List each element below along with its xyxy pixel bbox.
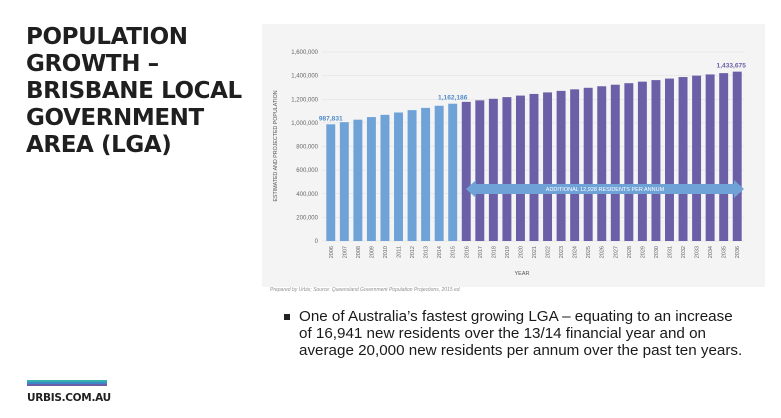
bar-2015 [448,103,458,241]
x-tick-label: 2034 [708,246,714,258]
y-tick-label: 0 [315,239,319,245]
brand-stripes-logo [27,380,107,388]
bar-2033 [692,75,702,241]
value-label: 987,831 [319,115,343,122]
label-layer: 987,831 1,162,186 1,433,675 [319,63,746,123]
bar-2034 [705,74,715,241]
bar-2036 [732,71,742,241]
x-tick-label: 2007 [342,246,348,258]
population-chart: 0 200,000 400,000 600,000 800,000 1,000,000 1,… [262,24,765,287]
x-tick-label: 2006 [329,246,335,258]
x-tick-label: 2016 [464,246,470,258]
brand-stripe-1 [27,380,107,382]
bar-2010 [380,114,390,241]
brand-stripe-2 [27,382,107,384]
y-tick-label: 1,600,000 [291,50,318,56]
x-tick-label: 2014 [437,246,443,258]
x-tick-label: 2035 [722,246,728,258]
annotation-arrow-right-head [734,180,744,198]
x-tick-label: 2029 [640,246,646,258]
x-tick-label: 2020 [518,246,524,258]
y-tick-label: 400,000 [296,192,318,198]
bullet-square-icon [284,314,290,320]
annotation-arrow-shaft [474,184,736,194]
bar-2016 [461,101,471,241]
x-tick-label: 2010 [383,246,389,258]
bar-2013 [421,107,431,241]
x-tick-label: 2011 [397,246,403,258]
bar-2019 [502,97,512,241]
slide-title: POPULATION GROWTH – BRISBANE LOCAL GOVER… [26,24,242,158]
x-tick-label: 2013 [424,246,430,258]
bar-2031 [665,78,674,241]
bar-2014 [434,105,444,241]
x-tick-label: 2012 [410,246,416,258]
bar-2030 [651,80,661,241]
bar-2012 [407,110,417,242]
source-footnote: Prepared by Urbis; Source: Queensland Go… [270,287,461,293]
x-axis-title: YEAR [515,271,530,277]
x-tick-label: 2023 [559,246,565,258]
annotation-layer: ADDITIONAL 12,928 RESIDENTS PER ANNUM [466,180,744,198]
annotation-arrow-left-head [466,180,476,198]
bar-2022 [543,92,553,242]
x-tick-label: 2019 [505,246,511,258]
brand-url[interactable]: URBIS.COM.AU [27,392,111,404]
x-tick-label: 2008 [356,246,362,258]
bar-2026 [597,86,607,241]
x-tick-label: 2009 [369,246,375,258]
x-tick-label: 2017 [478,246,484,258]
x-tick-label: 2024 [573,246,579,258]
x-tick-label: 2015 [451,246,457,258]
bar-2025 [583,87,593,241]
bar-layer: 2006 2007 2008 2009 2010 2011 2012 2013 2014 2015… [326,71,742,258]
bar-2009 [366,117,376,241]
bar-2006 [326,124,336,241]
y-tick-label: 1,400,000 [291,74,318,80]
bar-2028 [624,83,634,241]
x-tick-label: 2026 [600,246,606,258]
bar-2017 [475,100,485,241]
x-tick-label: 2021 [532,246,538,258]
x-tick-label: 2036 [735,246,741,258]
bar-2007 [339,122,349,241]
brand-stripe-3 [27,384,107,386]
y-tick-label: 800,000 [296,145,318,151]
x-tick-label: 2028 [627,246,633,258]
annotation-text: ADDITIONAL 12,928 RESIDENTS PER ANNUM [546,187,665,193]
x-tick-label: 2018 [491,246,497,258]
y-axis-title: ESTIMATED AND PROJECTED POPULATION [273,90,279,201]
bar-2020 [515,95,525,241]
x-tick-label: 2030 [654,246,660,258]
value-label: 1,433,675 [717,63,747,70]
y-tick-label: 600,000 [296,168,318,174]
bar-2008 [353,119,363,241]
bar-2035 [719,73,729,241]
bar-2029 [637,81,647,241]
x-tick-label: 2033 [695,246,701,258]
x-tick-label: 2025 [586,246,592,258]
bar-2027 [610,84,620,241]
bar-2018 [488,98,498,241]
bar-2024 [570,89,580,241]
bar-2032 [678,77,688,241]
y-tick-label: 200,000 [296,215,318,221]
bar-2011 [394,112,403,241]
y-tick-label: 1,200,000 [291,97,318,103]
x-tick-label: 2032 [681,246,687,258]
y-tick-label: 1,000,000 [291,121,318,127]
x-tick-label: 2027 [613,246,619,258]
x-tick-label: 2022 [546,246,552,258]
x-tick-label: 2031 [667,246,673,258]
value-label: 1,162,186 [438,95,468,102]
bar-2021 [529,93,539,241]
bar-2023 [556,90,566,241]
chart-svg: 0 200,000 400,000 600,000 800,000 1,000,000 1,… [273,50,746,277]
bullet-point: One of Australia’s fastest growing LGA –… [284,308,744,359]
bullet-text: One of Australia’s fastest growing LGA –… [299,308,743,359]
